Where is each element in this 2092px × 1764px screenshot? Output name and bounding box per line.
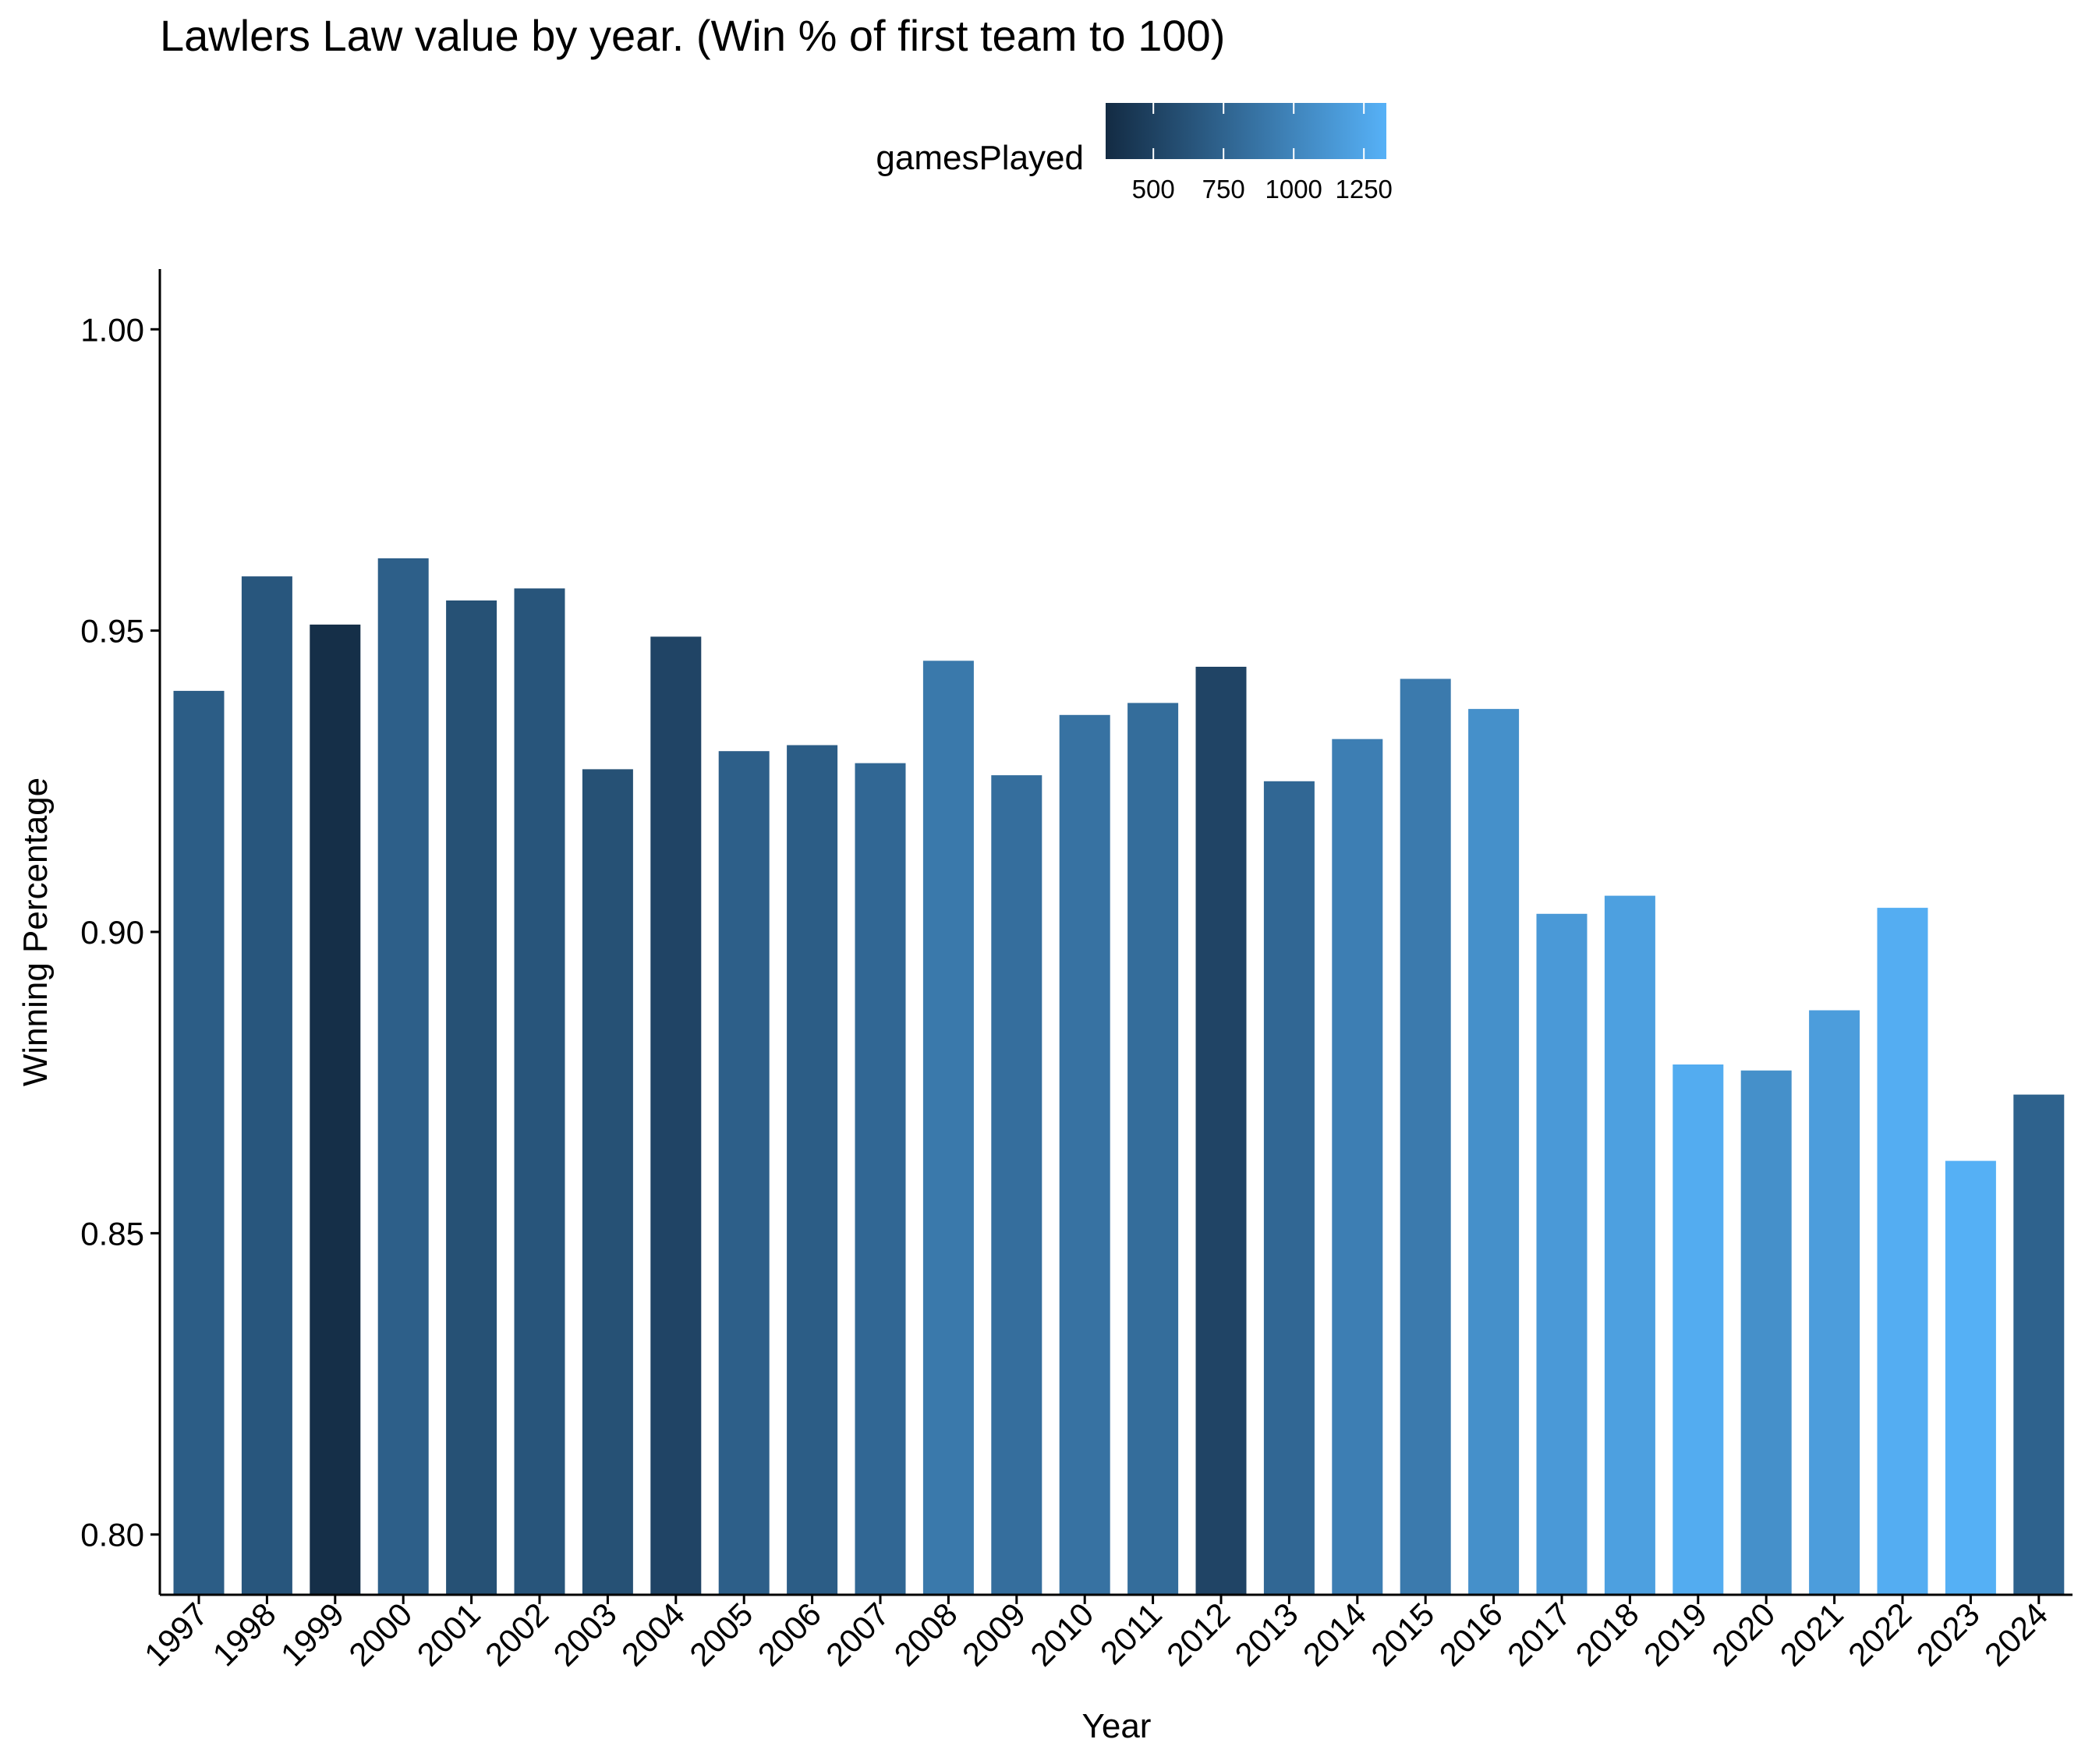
x-tick-label-2018: 2018 [1568, 1596, 1645, 1673]
bar-2012 [1195, 667, 1247, 1595]
bar-2022 [1877, 908, 1928, 1595]
legend-title: gamesPlayed [876, 139, 1084, 177]
x-tick-label-2003: 2003 [546, 1596, 623, 1673]
x-tick-label-2011: 2011 [1093, 1596, 1169, 1671]
legend: gamesPlayed 500 750 1000 1250 [876, 103, 1393, 204]
legend-ticks: 500 750 1000 1250 [1132, 103, 1393, 204]
bar-2014 [1332, 739, 1383, 1596]
x-tick-label-2015: 2015 [1364, 1596, 1441, 1673]
x-tick-label-2012: 2012 [1159, 1596, 1237, 1673]
bar-1998 [241, 576, 292, 1595]
x-tick-label-2004: 2004 [614, 1596, 692, 1673]
y-axis-label: Winning Percentage [16, 778, 55, 1086]
x-tick-label-2005: 2005 [682, 1596, 759, 1673]
bar-2000 [377, 558, 429, 1595]
x-tick-label-2014: 2014 [1296, 1596, 1373, 1673]
y-tick-label: 0.80 [80, 1517, 144, 1553]
bar-2018 [1604, 895, 1655, 1595]
bar-2008 [922, 661, 974, 1595]
x-tick-label-1999: 1999 [274, 1596, 351, 1673]
bar-2001 [446, 600, 497, 1595]
bar-2002 [514, 588, 565, 1595]
x-tick-label-2021: 2021 [1773, 1596, 1850, 1673]
x-tick-label-1997: 1997 [137, 1596, 214, 1673]
x-tick-label-2023: 2023 [1909, 1596, 1986, 1673]
plot-area: 0.800.850.900.951.00 1997199819992000200… [80, 269, 2073, 1673]
x-tick-label-2010: 2010 [1023, 1596, 1100, 1673]
x-tick-label-2020: 2020 [1704, 1596, 1782, 1673]
bar-2024 [2013, 1094, 2065, 1595]
x-tick-label-2016: 2016 [1432, 1596, 1510, 1673]
x-tick-label-2008: 2008 [887, 1596, 964, 1673]
y-tick-label: 0.90 [80, 914, 144, 951]
legend-tick-label: 500 [1132, 175, 1175, 204]
bar-2021 [1809, 1010, 1860, 1595]
legend-colorbar [1106, 103, 1386, 159]
bar-2003 [582, 769, 633, 1595]
bar-2011 [1127, 703, 1179, 1595]
y-tick-label: 0.95 [80, 613, 144, 650]
x-tick-label-2024: 2024 [1977, 1596, 2055, 1673]
bar-2013 [1263, 781, 1315, 1595]
legend-tick-label: 750 [1202, 175, 1245, 204]
x-tick-label-1998: 1998 [205, 1596, 282, 1673]
bar-2007 [855, 763, 906, 1595]
x-tick-label-2017: 2017 [1500, 1596, 1577, 1673]
x-tick-label-2009: 2009 [955, 1596, 1032, 1673]
bar-2009 [991, 775, 1042, 1595]
x-tick-label-2000: 2000 [342, 1596, 419, 1673]
bars [173, 558, 2065, 1596]
bar-2006 [787, 745, 838, 1595]
bar-2023 [1945, 1160, 1996, 1595]
bar-1999 [310, 624, 361, 1595]
legend-tick-label: 1250 [1335, 175, 1392, 204]
x-tick-label-2001: 2001 [410, 1596, 487, 1673]
bar-2017 [1536, 913, 1588, 1595]
bar-2020 [1740, 1070, 1792, 1595]
bar-2004 [650, 636, 702, 1595]
x-tick-label-2006: 2006 [751, 1596, 828, 1673]
x-tick-label-2022: 2022 [1841, 1596, 1918, 1673]
bar-2015 [1400, 678, 1451, 1595]
legend-tick-label: 1000 [1265, 175, 1322, 204]
x-tick-label-2007: 2007 [819, 1596, 896, 1673]
x-tick-label-2013: 2013 [1227, 1596, 1304, 1673]
y-axis-ticks: 0.80 0.85 0.90 0.95 1.00 [80, 311, 160, 1553]
bar-2005 [718, 751, 770, 1596]
x-tick-label-2002: 2002 [478, 1596, 555, 1673]
bar-1997 [173, 690, 225, 1595]
bar-2016 [1468, 709, 1520, 1595]
chart-title: Lawlers Law value by year. (Win % of fir… [160, 11, 1225, 60]
y-tick-label: 0.85 [80, 1215, 144, 1252]
bar-2019 [1673, 1064, 1724, 1595]
y-tick-label: 1.00 [80, 311, 144, 348]
x-axis-ticks: 1997199819992000200120022003200420052006… [137, 1595, 2055, 1673]
bar-2010 [1059, 714, 1110, 1595]
x-tick-label-2019: 2019 [1637, 1596, 1714, 1673]
x-axis-label: Year [1082, 1707, 1152, 1745]
